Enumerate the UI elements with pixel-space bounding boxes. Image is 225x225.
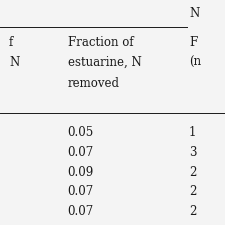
Text: N: N [9,56,19,69]
Text: 0.07: 0.07 [68,205,94,218]
Text: F: F [189,36,197,49]
Text: 3: 3 [189,146,196,159]
Text: 2: 2 [189,185,196,198]
Text: 2: 2 [189,166,196,179]
Text: (n: (n [189,56,201,69]
Text: 1: 1 [189,126,196,139]
Text: f: f [9,36,13,49]
Text: 0.05: 0.05 [68,126,94,139]
Text: 0.09: 0.09 [68,166,94,179]
Text: 0.07: 0.07 [68,185,94,198]
Text: removed: removed [68,76,119,90]
Text: estuarine, N: estuarine, N [68,56,141,69]
Text: 2: 2 [189,205,196,218]
Text: Fraction of: Fraction of [68,36,133,49]
Text: N: N [189,7,199,20]
Text: 0.07: 0.07 [68,146,94,159]
